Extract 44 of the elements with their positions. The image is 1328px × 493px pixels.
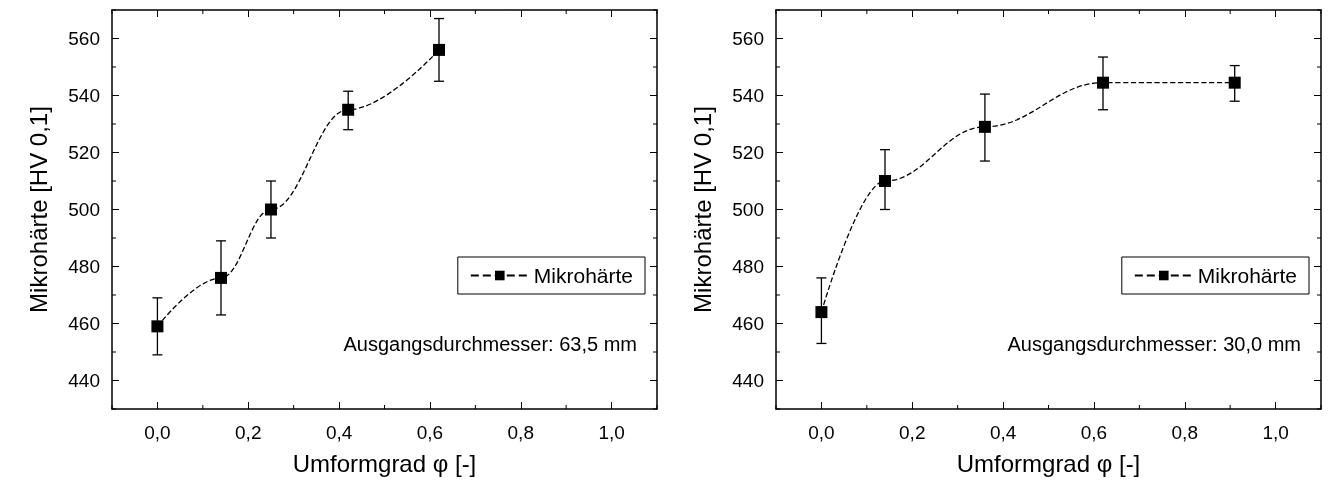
x-tick-label: 0,6 <box>416 422 444 443</box>
x-tick-label: 0,0 <box>144 422 171 443</box>
x-axis-title: Umformgrad φ [-] <box>956 449 1141 477</box>
y-tick-label: 520 <box>68 142 100 163</box>
point <box>879 175 891 187</box>
y-tick-label: 460 <box>68 313 100 334</box>
x-tick-label: 1,0 <box>1262 422 1289 443</box>
y-tick-label: 440 <box>68 370 100 391</box>
point <box>1097 76 1109 89</box>
x-tick-label: 0,4 <box>989 422 1017 443</box>
y-axis-title: Mikrohärte [HV 0,1] <box>24 106 52 313</box>
x-tick-label: 0,8 <box>507 422 534 443</box>
y-tick-label: 560 <box>68 28 100 49</box>
x-tick-label: 1,0 <box>598 422 625 443</box>
point <box>815 306 828 319</box>
point <box>978 120 991 133</box>
x-axis-title: Umformgrad φ [-] <box>292 449 477 477</box>
legend-label: Mikrohärte <box>1197 264 1298 287</box>
y-tick-label: 480 <box>68 256 100 277</box>
y-tick-label: 520 <box>732 142 764 163</box>
y-tick-label: 560 <box>732 28 764 49</box>
y-axis-title: Mikrohärte [HV 0,1] <box>688 106 716 313</box>
point <box>151 320 164 333</box>
point <box>264 203 277 216</box>
point <box>215 271 227 284</box>
point <box>433 43 445 56</box>
point <box>342 103 355 116</box>
y-tick-label: 460 <box>732 313 764 334</box>
legend-label: Mikrohärte <box>533 264 634 287</box>
annotation: Ausgangsdurchmesser: 30,0 mm <box>1007 333 1301 355</box>
x-tick-label: 0,6 <box>1080 422 1108 443</box>
y-tick-label: 500 <box>68 199 100 220</box>
x-tick-label: 0,0 <box>808 422 835 443</box>
y-tick-label: 500 <box>732 199 764 220</box>
y-tick-label: 480 <box>732 256 764 277</box>
x-tick-label: 0,8 <box>1171 422 1198 443</box>
x-tick-label: 0,2 <box>235 422 262 443</box>
y-tick-label: 440 <box>732 370 764 391</box>
x-tick-label: 0,4 <box>325 422 353 443</box>
y-tick-label: 540 <box>732 85 764 106</box>
y-tick-label: 540 <box>68 85 100 106</box>
point <box>1228 76 1241 89</box>
x-tick-label: 0,2 <box>899 422 926 443</box>
annotation: Ausgangsdurchmesser: 63,5 mm <box>343 333 637 355</box>
